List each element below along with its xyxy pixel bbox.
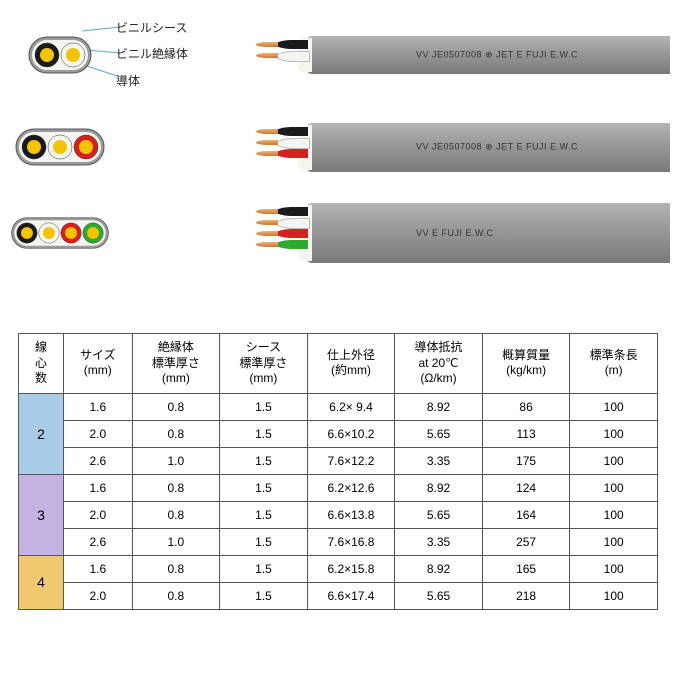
- cable-marking: VV E FUJI E.W.C: [416, 228, 494, 238]
- table-row: 31.60.81.56.2×12.68.92124100: [19, 474, 658, 501]
- part-labels: ビニルシース ビニル絶縁体 導体: [110, 15, 256, 94]
- core-count-cell: 4: [19, 555, 64, 609]
- table-cell: 5.65: [395, 420, 483, 447]
- cross-section: [10, 213, 110, 253]
- cross-section: [10, 35, 110, 75]
- table-cell: 1.0: [132, 447, 220, 474]
- table-cell: 1.5: [220, 393, 308, 420]
- table-cell: 3.35: [395, 528, 483, 555]
- table-cell: 1.5: [220, 420, 308, 447]
- table-row: 2.00.81.56.6×10.25.65113100: [19, 420, 658, 447]
- table-cell: 0.8: [132, 501, 220, 528]
- table-cell: 8.92: [395, 555, 483, 582]
- table-cell: 8.92: [395, 393, 483, 420]
- cable-marking: VV JE0507008 ⊕ JET E FUJI E.W.C: [416, 142, 578, 153]
- table-cell: 100: [570, 447, 658, 474]
- table-row: 2.61.01.57.6×16.83.35257100: [19, 528, 658, 555]
- table-cell: 2.0: [64, 501, 133, 528]
- table-cell: 0.8: [132, 420, 220, 447]
- table-cell: 6.6×10.2: [307, 420, 395, 447]
- table-cell: 1.5: [220, 582, 308, 609]
- table-cell: 1.6: [64, 474, 133, 501]
- table-cell: 8.92: [395, 474, 483, 501]
- table-cell: 6.6×13.8: [307, 501, 395, 528]
- table-cell: 6.2×12.6: [307, 474, 395, 501]
- table-cell: 7.6×16.8: [307, 528, 395, 555]
- table-cell: 1.5: [220, 528, 308, 555]
- cable-side-view: VV JE0507008 ⊕ JET E FUJI E.W.C: [256, 114, 670, 180]
- cable-row-1: ビニルシース ビニル絶縁体 導体 VV JE0507008 ⊕ JET E FU…: [10, 15, 670, 94]
- table-cell: 2.0: [64, 420, 133, 447]
- col-header: 概算質量(kg/km): [482, 334, 570, 394]
- table-row: 2.00.81.56.6×17.45.65218100: [19, 582, 658, 609]
- col-header: 絶縁体標準厚さ(mm): [132, 334, 220, 394]
- table-cell: 100: [570, 528, 658, 555]
- table-cell: 100: [570, 393, 658, 420]
- label-sheath: ビニルシース: [116, 15, 256, 41]
- col-header: 線心数: [19, 334, 64, 394]
- table-cell: 2.0: [64, 582, 133, 609]
- table-cell: 3.35: [395, 447, 483, 474]
- table-row: 2.00.81.56.6×13.85.65164100: [19, 501, 658, 528]
- table-cell: 1.5: [220, 447, 308, 474]
- table-cell: 0.8: [132, 555, 220, 582]
- cable-side-view: VV JE0507008 ⊕ JET E FUJI E.W.C: [256, 22, 670, 88]
- col-header: サイズ(mm): [64, 334, 133, 394]
- table-cell: 164: [482, 501, 570, 528]
- table-cell: 0.8: [132, 393, 220, 420]
- cable-row-3: VV E FUJI E.W.C: [10, 200, 670, 266]
- table-cell: 100: [570, 474, 658, 501]
- table-cell: 5.65: [395, 501, 483, 528]
- table-cell: 218: [482, 582, 570, 609]
- cable-side-view: VV E FUJI E.W.C: [256, 200, 670, 266]
- core-count-cell: 2: [19, 393, 64, 474]
- col-header: 導体抵抗at 20℃(Ω/km): [395, 334, 483, 394]
- table-cell: 1.5: [220, 555, 308, 582]
- table-row: 41.60.81.56.2×15.88.92165100: [19, 555, 658, 582]
- cable-diagrams: ビニルシース ビニル絶縁体 導体 VV JE0507008 ⊕ JET E FU…: [10, 15, 670, 325]
- cross-section: [10, 127, 110, 167]
- table-cell: 2.6: [64, 447, 133, 474]
- cable-row-2: VV JE0507008 ⊕ JET E FUJI E.W.C: [10, 114, 670, 180]
- table-cell: 175: [482, 447, 570, 474]
- spec-table-area: 線心数サイズ(mm)絶縁体標準厚さ(mm)シース標準厚さ(mm)仕上外径(約mm…: [10, 333, 670, 610]
- table-cell: 100: [570, 555, 658, 582]
- table-cell: 100: [570, 420, 658, 447]
- table-cell: 2.6: [64, 528, 133, 555]
- table-cell: 86: [482, 393, 570, 420]
- label-conductor: 導体: [116, 68, 256, 94]
- spec-table: 線心数サイズ(mm)絶縁体標準厚さ(mm)シース標準厚さ(mm)仕上外径(約mm…: [18, 333, 658, 610]
- table-cell: 6.2×15.8: [307, 555, 395, 582]
- table-cell: 6.6×17.4: [307, 582, 395, 609]
- table-cell: 100: [570, 501, 658, 528]
- table-cell: 1.5: [220, 501, 308, 528]
- table-cell: 0.8: [132, 474, 220, 501]
- col-header: 標準条長(m): [570, 334, 658, 394]
- table-cell: 1.5: [220, 474, 308, 501]
- table-cell: 1.0: [132, 528, 220, 555]
- table-cell: 124: [482, 474, 570, 501]
- table-row: 21.60.81.56.2× 9.48.9286100: [19, 393, 658, 420]
- table-cell: 1.6: [64, 555, 133, 582]
- cable-marking: VV JE0507008 ⊕ JET E FUJI E.W.C: [416, 49, 578, 60]
- table-cell: 100: [570, 582, 658, 609]
- table-cell: 257: [482, 528, 570, 555]
- table-cell: 1.6: [64, 393, 133, 420]
- table-cell: 5.65: [395, 582, 483, 609]
- table-cell: 113: [482, 420, 570, 447]
- table-cell: 6.2× 9.4: [307, 393, 395, 420]
- table-cell: 7.6×12.2: [307, 447, 395, 474]
- table-cell: 0.8: [132, 582, 220, 609]
- col-header: 仕上外径(約mm): [307, 334, 395, 394]
- table-row: 2.61.01.57.6×12.23.35175100: [19, 447, 658, 474]
- label-insulation: ビニル絶縁体: [116, 41, 256, 67]
- table-cell: 165: [482, 555, 570, 582]
- core-count-cell: 3: [19, 474, 64, 555]
- col-header: シース標準厚さ(mm): [220, 334, 308, 394]
